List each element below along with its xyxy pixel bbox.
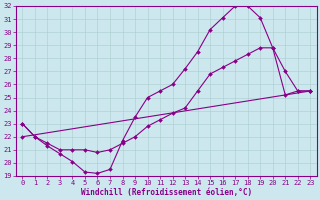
X-axis label: Windchill (Refroidissement éolien,°C): Windchill (Refroidissement éolien,°C)	[81, 188, 252, 197]
